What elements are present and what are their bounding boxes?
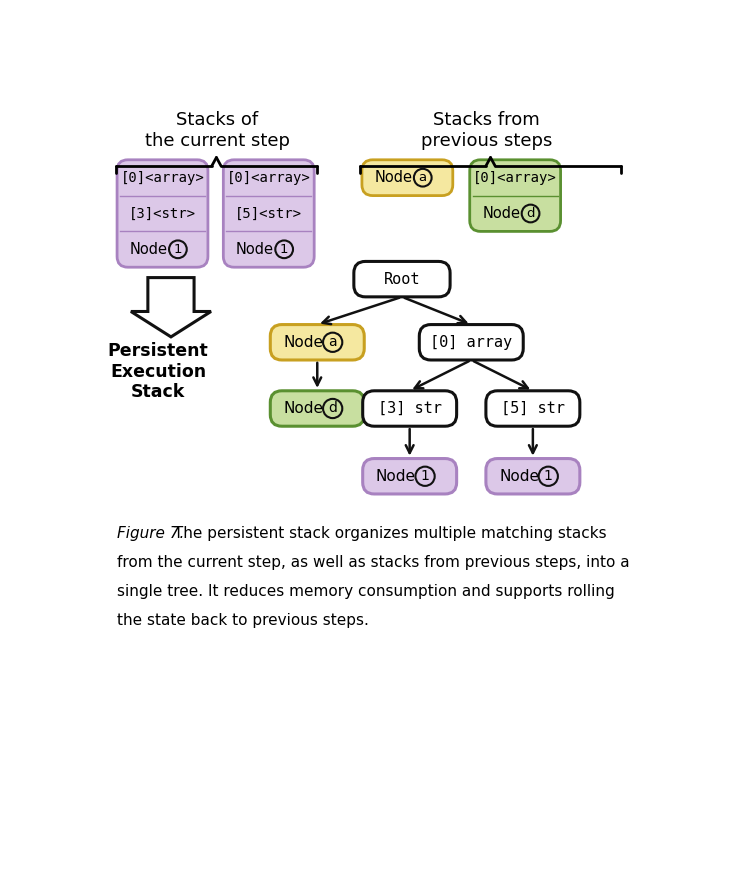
Text: [3] str: [3] str (378, 401, 441, 416)
Circle shape (323, 333, 342, 352)
Text: Node: Node (284, 401, 324, 416)
FancyBboxPatch shape (469, 159, 561, 231)
Text: Root: Root (384, 272, 420, 286)
Text: Node: Node (376, 469, 416, 484)
Text: from the current step, as well as stacks from previous steps, into a: from the current step, as well as stacks… (117, 555, 629, 569)
Text: Node: Node (499, 469, 539, 484)
Text: 1: 1 (544, 470, 553, 484)
Text: 1: 1 (174, 243, 182, 256)
Text: Stacks of
the current step: Stacks of the current step (144, 111, 290, 150)
Text: Node: Node (374, 170, 413, 185)
Text: [3]<str>: [3]<str> (129, 207, 196, 221)
Circle shape (522, 205, 539, 223)
FancyBboxPatch shape (486, 458, 580, 494)
Text: Figure 7.: Figure 7. (117, 526, 184, 540)
Text: d: d (328, 401, 337, 415)
Circle shape (414, 169, 432, 187)
FancyBboxPatch shape (117, 159, 208, 267)
Text: The persistent stack organizes multiple matching stacks: The persistent stack organizes multiple … (170, 526, 607, 540)
Text: Persistent
Execution
Stack: Persistent Execution Stack (108, 342, 209, 401)
Text: [0] array: [0] array (430, 335, 512, 350)
FancyBboxPatch shape (270, 325, 364, 360)
FancyBboxPatch shape (363, 391, 457, 427)
Text: the state back to previous steps.: the state back to previous steps. (117, 613, 369, 628)
Circle shape (416, 467, 435, 486)
Text: Node: Node (284, 335, 324, 350)
Text: [0]<array>: [0]<array> (227, 171, 310, 185)
Polygon shape (131, 278, 211, 337)
Text: Stacks from
previous steps: Stacks from previous steps (421, 111, 552, 150)
FancyBboxPatch shape (363, 458, 457, 494)
Circle shape (276, 240, 293, 258)
FancyBboxPatch shape (270, 391, 364, 427)
Text: [0]<array>: [0]<array> (121, 171, 204, 185)
Text: d: d (526, 207, 535, 220)
Circle shape (323, 399, 342, 418)
Text: [5] str: [5] str (501, 401, 565, 416)
FancyBboxPatch shape (419, 325, 523, 360)
Text: Node: Node (482, 206, 520, 221)
Text: [0]<array>: [0]<array> (473, 171, 557, 185)
Text: Node: Node (130, 242, 167, 257)
Circle shape (169, 240, 186, 258)
FancyBboxPatch shape (486, 391, 580, 427)
Text: a: a (329, 336, 337, 350)
Text: 1: 1 (280, 243, 288, 256)
Text: a: a (419, 171, 427, 184)
Text: 1: 1 (421, 470, 430, 484)
FancyBboxPatch shape (362, 159, 453, 195)
Text: Node: Node (236, 242, 274, 257)
Text: [5]<str>: [5]<str> (235, 207, 302, 221)
Text: single tree. It reduces memory consumption and supports rolling: single tree. It reduces memory consumpti… (117, 584, 615, 599)
FancyBboxPatch shape (354, 261, 450, 297)
Circle shape (539, 467, 558, 486)
FancyBboxPatch shape (223, 159, 314, 267)
